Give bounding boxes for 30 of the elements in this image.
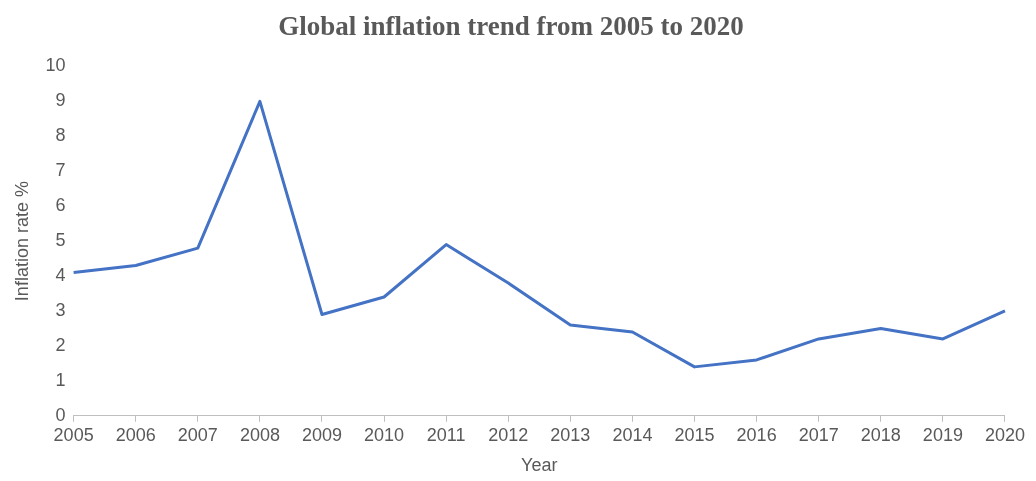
y-tick-label: 3 [55,299,66,320]
x-tick-label: 2017 [798,424,839,445]
x-tick-label: 2014 [612,424,653,445]
y-tick-label: 7 [55,160,66,181]
x-axis-title: Year [521,455,558,476]
x-tick-label: 2016 [736,424,777,445]
chart-title: Global inflation trend from 2005 to 2020 [278,11,744,42]
x-tick-label: 2010 [364,424,405,445]
x-tick-label: 2018 [860,424,901,445]
x-tick-label: 2007 [177,424,218,445]
x-tick-label: 2005 [53,424,94,445]
x-tick-label: 2012 [488,424,529,445]
y-tick-label: 2 [55,334,66,355]
y-tick-label: 8 [55,125,66,146]
x-tick-label: 2019 [922,424,963,445]
x-tick-label: 2006 [115,424,156,445]
y-tick-label: 0 [55,404,66,425]
x-tick-label: 2011 [426,424,466,445]
x-tick-label: 2013 [550,424,591,445]
x-tick-label: 2008 [239,424,280,445]
x-tick-label: 2020 [984,424,1025,445]
y-tick-label: 4 [55,265,66,286]
y-tick-label: 5 [55,230,66,251]
y-tick-label: 1 [55,369,66,390]
y-tick-label: 9 [55,90,66,111]
x-tick-label: 2009 [301,424,343,445]
y-tick-label: 6 [55,195,66,216]
x-tick-label: 2015 [674,424,715,445]
y-tick-label: 10 [45,55,66,76]
y-axis-title: Inflation rate % [11,181,32,302]
